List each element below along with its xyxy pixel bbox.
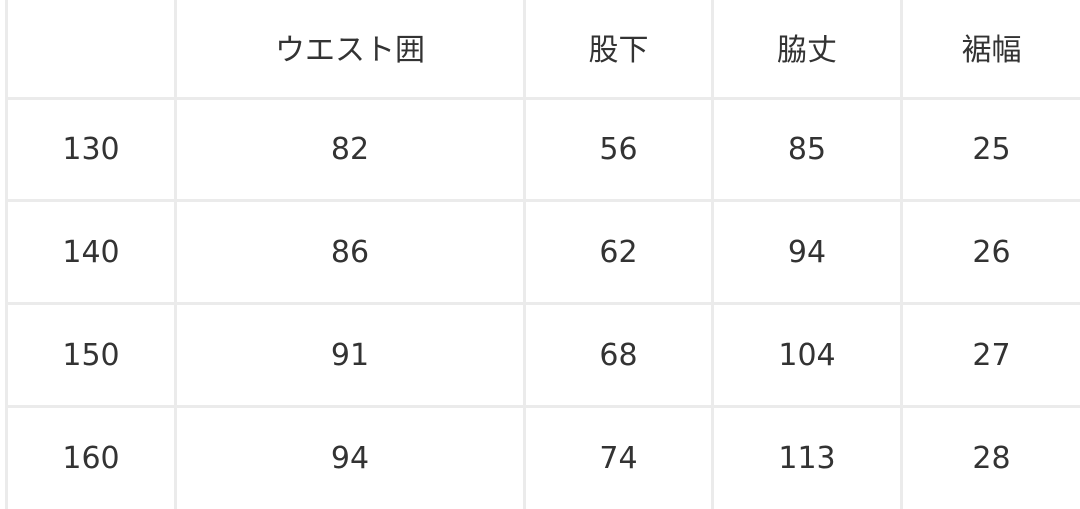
row-size-cell: 130 <box>8 100 174 199</box>
table-cell: 94 <box>177 408 523 509</box>
table-cell: 113 <box>714 408 900 509</box>
header-cell-inseam: 股下 <box>526 0 711 97</box>
header-cell-hem-width: 裾幅 <box>903 0 1080 97</box>
table-cell: 62 <box>526 202 711 302</box>
table-cell: 56 <box>526 100 711 199</box>
row-size-cell: 160 <box>8 408 174 509</box>
table-cell: 91 <box>177 305 523 405</box>
table-cell: 74 <box>526 408 711 509</box>
table-cell: 104 <box>714 305 900 405</box>
table-cell: 82 <box>177 100 523 199</box>
table-cell: 27 <box>903 305 1080 405</box>
header-cell-empty <box>8 0 174 97</box>
row-size-cell: 150 <box>8 305 174 405</box>
table-cell: 25 <box>903 100 1080 199</box>
table-cell: 85 <box>714 100 900 199</box>
size-table: ウエスト囲 股下 脇丈 裾幅 130 82 56 85 25 140 86 62… <box>5 0 1080 509</box>
table-cell: 94 <box>714 202 900 302</box>
row-size-cell: 140 <box>8 202 174 302</box>
header-cell-waist: ウエスト囲 <box>177 0 523 97</box>
table-cell: 68 <box>526 305 711 405</box>
table-cell: 28 <box>903 408 1080 509</box>
header-cell-side-length: 脇丈 <box>714 0 900 97</box>
table-cell: 26 <box>903 202 1080 302</box>
table-cell: 86 <box>177 202 523 302</box>
